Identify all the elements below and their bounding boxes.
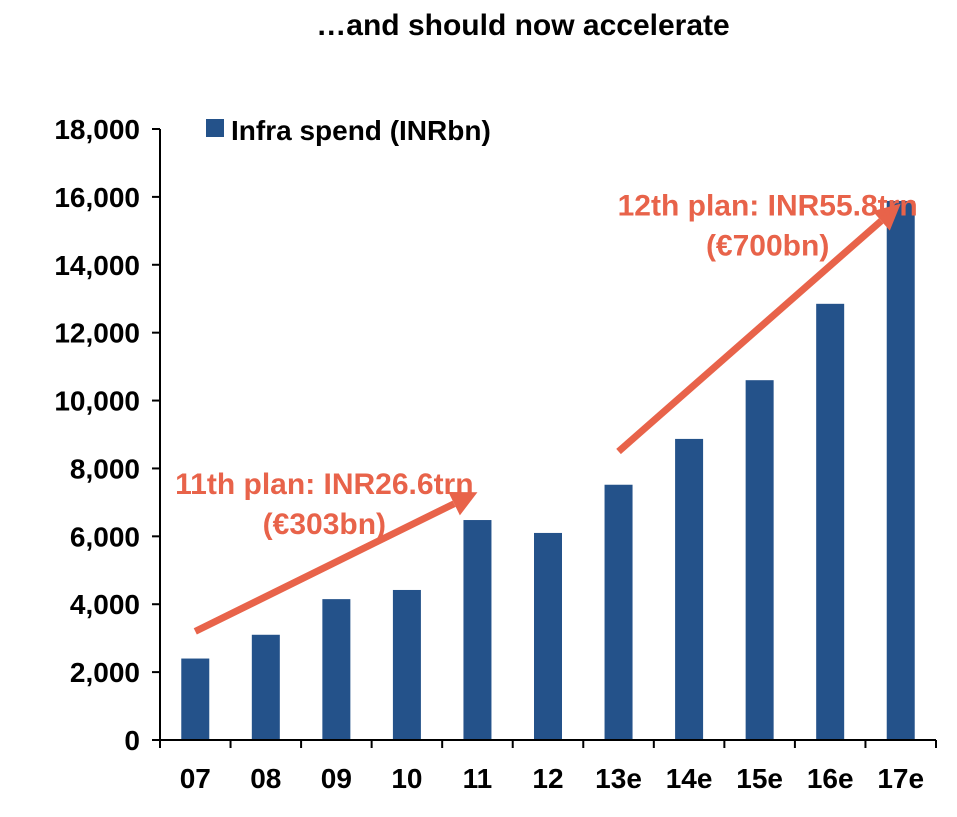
x-tick-label: 16e xyxy=(807,763,854,794)
bar-09 xyxy=(322,599,351,740)
legend-swatch xyxy=(206,119,224,137)
x-tick-label: 17e xyxy=(877,763,924,794)
legend: Infra spend (INRbn) xyxy=(206,115,491,146)
y-axis-ticks: 0 2,000 4,000 6,000 8,000 10,000 12,000 14,000 1… xyxy=(54,114,160,756)
x-tick-label: 14e xyxy=(666,763,713,794)
annotations: 11th plan: INR26.6trn (€303bn) 12th plan: … xyxy=(175,190,918,635)
y-tick-label: 10,000 xyxy=(54,386,140,417)
y-tick-label: 4,000 xyxy=(70,589,140,620)
bar-13e xyxy=(604,484,633,740)
annotation-text-1-line-1: 11th plan: INR26.6trn xyxy=(175,468,473,501)
x-tick-label: 10 xyxy=(391,763,422,794)
bar-07 xyxy=(181,658,210,740)
bar-17e xyxy=(886,200,915,740)
x-axis-ticks: 07 08 09 10 11 12 13e 14e 15e 16e 17e xyxy=(159,740,937,794)
annotation-text-1-line-2: (€303bn) xyxy=(263,508,386,541)
y-tick-label: 14,000 xyxy=(54,250,140,281)
y-tick-label: 16,000 xyxy=(54,182,140,213)
y-tick-label: 2,000 xyxy=(70,657,140,688)
bar-14e xyxy=(675,438,704,740)
annotation-arrow-2 xyxy=(616,218,884,455)
annotation-text-2-line-2: (€700bn) xyxy=(706,230,829,263)
y-tick-label: 6,000 xyxy=(70,521,140,552)
x-tick-label: 12 xyxy=(532,763,563,794)
x-tick-label: 11 xyxy=(463,763,493,794)
y-tick-label: 0 xyxy=(124,725,140,756)
x-tick-label: 09 xyxy=(321,763,352,794)
x-tick-label: 07 xyxy=(180,763,211,794)
annotation-arrowhead-1 xyxy=(448,492,478,516)
x-tick-label: 08 xyxy=(250,763,281,794)
annotation-arrowhead-2 xyxy=(872,203,901,231)
y-tick-label: 8,000 xyxy=(70,453,140,484)
bar-12 xyxy=(534,532,562,740)
bar-11 xyxy=(463,520,492,740)
annotation-text-2-line-1: 12th plan: INR55.8trn xyxy=(618,190,918,223)
y-tick-label: 12,000 xyxy=(54,318,140,349)
x-tick-label: 13e xyxy=(595,763,642,794)
bar-15e xyxy=(745,380,774,740)
x-tick-label: 15e xyxy=(736,763,783,794)
chart-title: …and should now accelerate xyxy=(316,9,729,42)
bars xyxy=(181,200,915,740)
annotation-arrow-1 xyxy=(193,500,456,635)
bar-16e xyxy=(816,303,845,740)
legend-label: Infra spend (INRbn) xyxy=(231,115,491,146)
bar-08 xyxy=(251,634,280,740)
y-tick-label: 18,000 xyxy=(54,114,140,145)
bar-10 xyxy=(392,589,421,740)
